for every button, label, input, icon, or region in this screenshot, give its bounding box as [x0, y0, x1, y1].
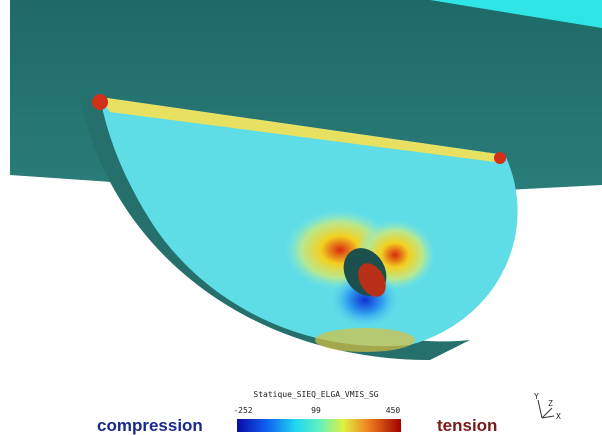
viewport: Statique_SIEQ_ELGA_VMIS_SG -252 99 450 c… — [0, 0, 602, 435]
axis-label: Y — [534, 392, 539, 401]
hotspot — [92, 94, 108, 110]
legend-max: 450 — [386, 406, 401, 415]
legend-mid: 99 — [311, 406, 321, 415]
hotspot — [494, 152, 506, 164]
axis-label: Z — [548, 399, 553, 408]
legend-min: -252 — [233, 406, 252, 415]
axis-label: X — [556, 412, 561, 421]
tension-label: tension — [437, 416, 497, 435]
compression-label: compression — [97, 416, 203, 435]
result-view: Statique_SIEQ_ELGA_VMIS_SG -252 99 450 c… — [0, 0, 602, 435]
stress-zone — [315, 328, 415, 352]
legend-title: Statique_SIEQ_ELGA_VMIS_SG — [253, 390, 378, 399]
color-bar — [237, 419, 401, 432]
